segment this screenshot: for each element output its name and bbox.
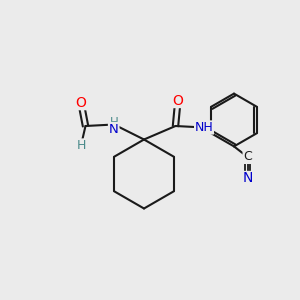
Text: O: O [172, 94, 183, 107]
Text: H: H [110, 116, 119, 129]
Text: N: N [109, 122, 118, 136]
Text: H: H [76, 139, 86, 152]
Text: NH: NH [195, 121, 213, 134]
Text: O: O [76, 96, 86, 110]
Text: C: C [243, 150, 252, 164]
Text: N: N [242, 172, 253, 185]
